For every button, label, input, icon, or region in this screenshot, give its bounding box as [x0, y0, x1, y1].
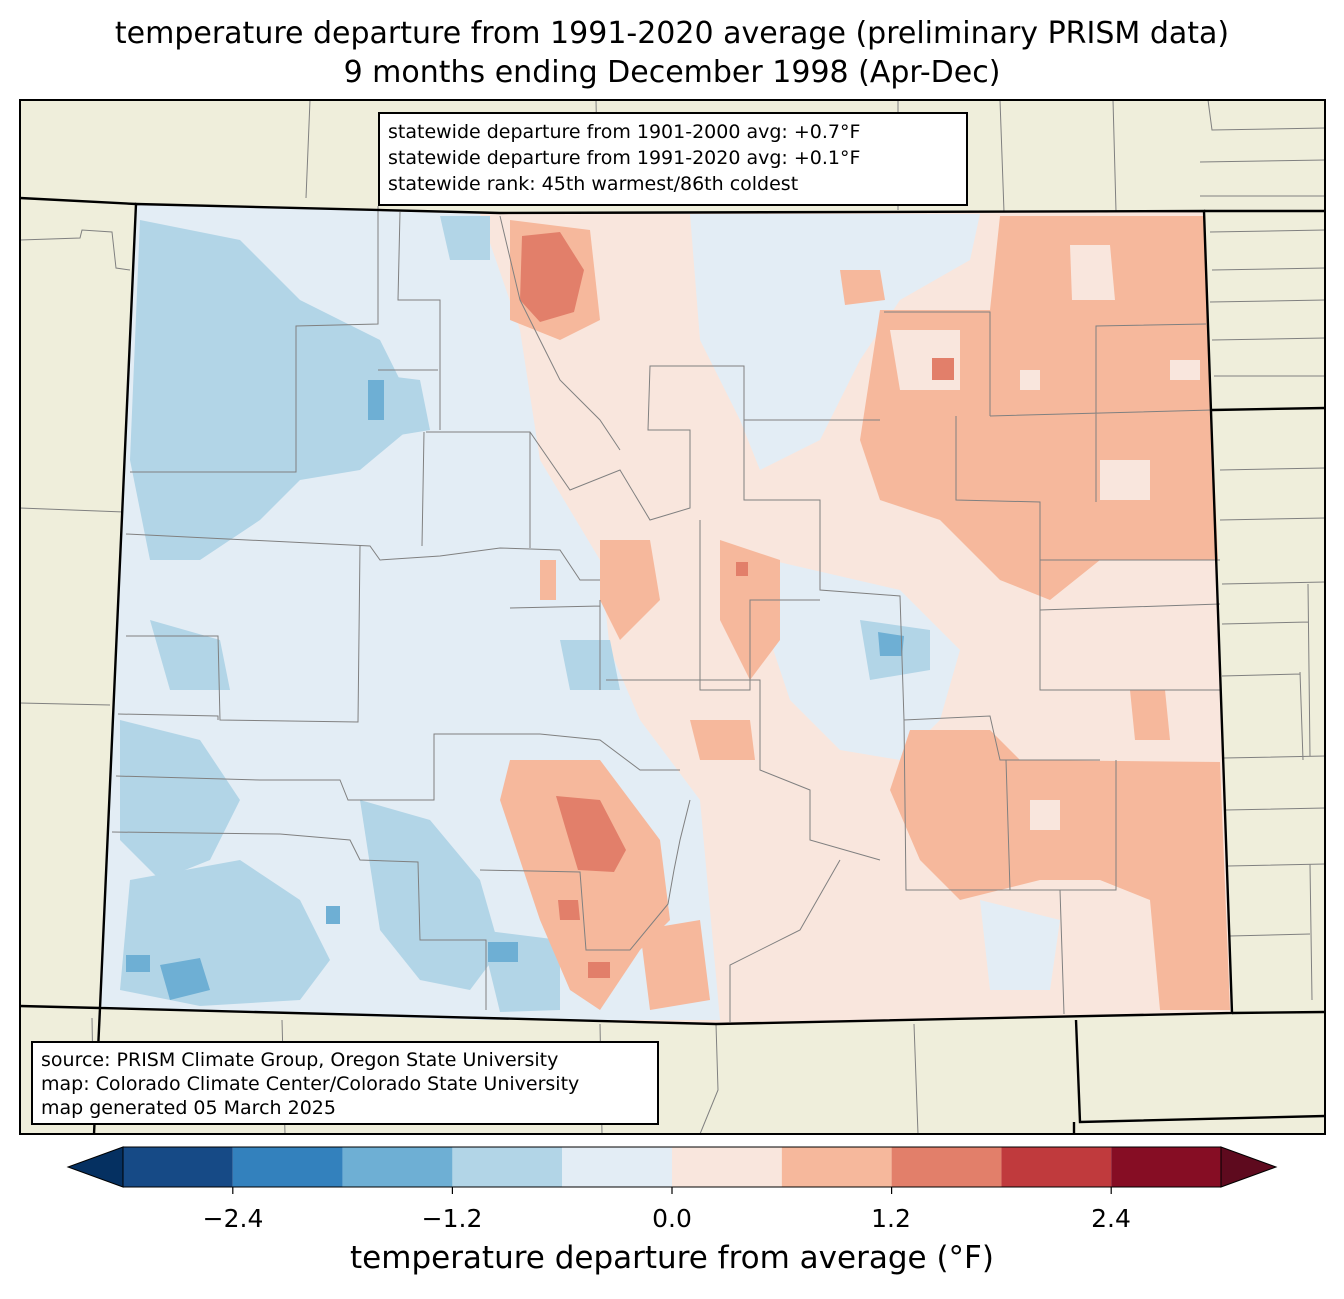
colorbar-extend-low	[66, 1146, 124, 1188]
colorado-county-lines	[111, 206, 1221, 1022]
statewide-stats-box: statewide departure from 1901-2000 avg: …	[378, 112, 968, 206]
contour-minus-1-8	[126, 380, 904, 1000]
colorbar-bin	[672, 1147, 782, 1187]
colorbar-tick-label: 2.4	[1091, 1204, 1131, 1233]
colorbar-label: temperature departure from average (°F)	[350, 1240, 994, 1276]
colorbar-bin	[781, 1147, 892, 1187]
contour-minus-1-2	[120, 216, 930, 1012]
source-line-3: map generated 05 March 2025	[41, 1097, 336, 1119]
contour-plus-1-2	[520, 232, 954, 978]
map-title-line2: 9 months ending December 1998 (Apr-Dec)	[343, 55, 1001, 90]
stats-line-3: statewide rank: 45th warmest/86th coldes…	[388, 173, 799, 195]
map-title-line1: temperature departure from 1991-2020 ave…	[114, 16, 1230, 51]
map-frame	[19, 99, 1326, 1135]
colorbar-tick-label: 1.2	[871, 1204, 911, 1233]
colorbar-extend-high	[1220, 1146, 1278, 1188]
stats-line-2: statewide departure from 1991-2020 avg: …	[388, 147, 861, 169]
colorbar-tick-label: 0.0	[652, 1204, 692, 1233]
neighbor-county-lines	[19, 99, 1326, 1135]
source-line-1: source: PRISM Climate Group, Oregon Stat…	[41, 1049, 559, 1071]
colorbar-tick-label: −2.4	[202, 1204, 264, 1233]
colorbar-bin	[562, 1147, 672, 1187]
colorbar-bin	[1111, 1147, 1221, 1187]
colorbar-bin	[1001, 1147, 1112, 1187]
colorbar-tick-label: −1.2	[421, 1204, 483, 1233]
colorbar	[66, 1146, 1278, 1194]
stats-line-1: statewide departure from 1901-2000 avg: …	[388, 121, 861, 143]
colorbar-bin	[452, 1147, 563, 1187]
source-line-2: map: Colorado Climate Center/Colorado St…	[41, 1073, 580, 1095]
colorbar-bin	[891, 1147, 1002, 1187]
colorbar-bin	[123, 1147, 233, 1187]
source-box: source: PRISM Climate Group, Oregon Stat…	[31, 1041, 659, 1125]
contour-plus-0-6-holes	[890, 245, 1200, 830]
colorbar-bin	[342, 1147, 453, 1187]
colorbar-bin	[232, 1147, 343, 1187]
